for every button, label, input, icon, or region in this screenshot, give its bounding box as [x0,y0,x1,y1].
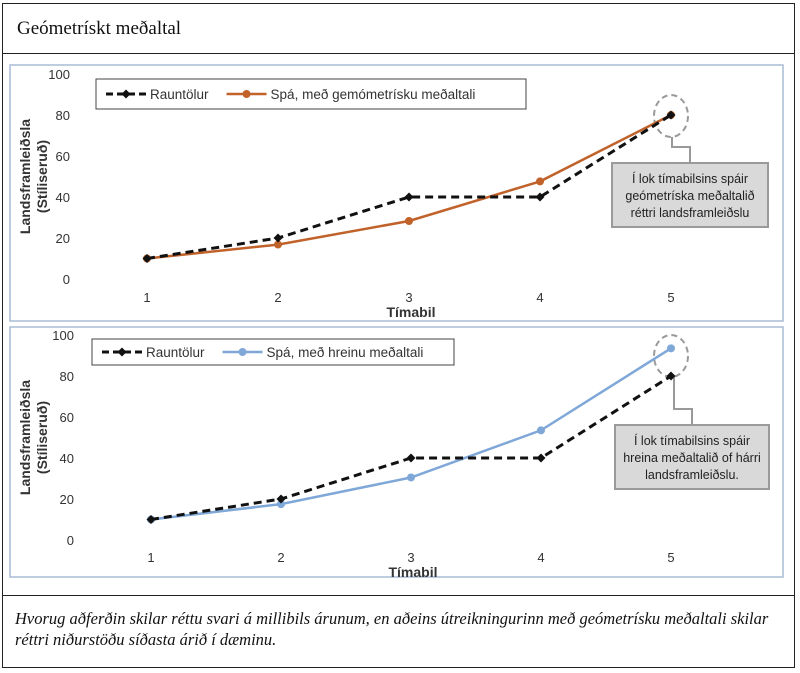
callout-leader-line [673,377,693,425]
y-tick-label: 20 [60,492,74,507]
x-tick-label: 5 [667,550,674,565]
callout-box [611,162,769,228]
legend-box [95,78,527,110]
legend-entry-label: Rauntölur [150,87,209,102]
figure-title: Geómetrískt meðaltal [17,18,182,39]
y-tick-label: 80 [56,108,70,123]
data-point-forecast [405,216,413,225]
legend-entry-label: Rauntölur [146,345,205,360]
callout-text: landsframleiðslu. [645,468,739,482]
x-tick-label: 4 [536,290,543,305]
y-tick-label: 40 [60,451,74,466]
y-tick-label: 60 [56,149,70,164]
legend-entry-label: Spá, með gemómetrísku meðaltali [271,87,476,102]
chart-1: 0 20 40 60 80 100 1 2 3 4 5 Tímabil Landsframleiðsla… [9,64,784,322]
data-point-actual [146,515,156,524]
y-tick-label: 60 [60,410,74,425]
data-point-actual [142,254,152,263]
legend-box [91,338,455,366]
legend-marker [238,348,247,356]
legend-entry-label: Spá, með hreinu meðaltali [267,345,424,360]
chart-panel-border [9,326,784,578]
caption-row: Hvorug aðferðin skilar réttu svari á mil… [3,595,794,667]
data-point-actual [404,192,414,202]
data-point-actual [273,233,283,243]
y-tick-label: 40 [56,190,70,205]
x-tick-label: 5 [667,290,674,305]
x-axis-label: Tímabil [388,564,437,580]
y-tick-label: 80 [60,369,74,384]
legend-marker [117,347,127,357]
callout-text: réttri landsframleiðslu [631,206,750,220]
y-tick-label: 20 [56,231,70,246]
data-point-forecast [536,177,544,186]
title-row: Geómetrískt meðaltal [3,4,794,54]
data-point-actual [536,453,546,463]
callout-text: Í lok tímabilsins spáir [632,171,748,186]
y-tick-label: 0 [63,272,70,287]
x-axis-label: Tímabil [386,304,435,320]
callout-text: geómetríska meðaltalið [625,189,754,203]
x-tick-label: 2 [277,550,284,565]
legend-marker [121,89,131,99]
data-point-forecast [277,500,285,509]
data-point-actual [406,453,416,463]
callout-text: Í lok tímabilsins spáir [634,433,750,448]
y-axis-label: Landsframleiðsla [17,380,33,495]
series-line-forecast [146,113,672,260]
data-point-actual [666,371,676,381]
legend-marker [242,90,251,98]
y-tick-label: 100 [52,328,74,343]
x-tick-label: 3 [405,290,412,305]
y-tick-label: 100 [48,67,70,82]
data-point-actual [666,110,676,120]
data-point-actual [535,192,545,202]
data-point-actual [276,494,286,504]
y-axis-label: (Stíliseruð) [34,401,50,474]
callout-text: hreina meðaltalið of hárri [623,451,761,465]
data-point-forecast [537,426,545,435]
highlight-circle [653,94,689,138]
figure-caption: Hvorug aðferðin skilar réttu svari á mil… [15,609,769,649]
y-axis-label: (Stíliseruð) [34,140,50,213]
callout-box [614,424,770,490]
series-line-forecast [150,347,672,521]
y-axis-label: Landsframleiðsla [17,119,33,234]
highlight-circle [653,334,689,378]
chart-2: 0 20 40 60 80 100 1 2 3 4 5 Tímabil Landsframleiðsla… [9,326,784,580]
chart-panel-border [9,64,784,322]
x-tick-label: 4 [537,550,544,565]
x-tick-label: 1 [147,550,154,565]
callout-leader-line [671,137,691,163]
data-point-forecast [667,344,675,353]
x-tick-label: 1 [143,290,150,305]
series-line-actual [146,113,672,260]
data-point-forecast [407,473,415,482]
x-tick-label: 3 [407,550,414,565]
data-point-forecast [274,240,282,249]
figure-frame: Geómetrískt meðaltal Hvorug aðferðin ski… [2,3,795,668]
x-tick-label: 2 [274,290,281,305]
y-tick-label: 0 [67,533,74,548]
